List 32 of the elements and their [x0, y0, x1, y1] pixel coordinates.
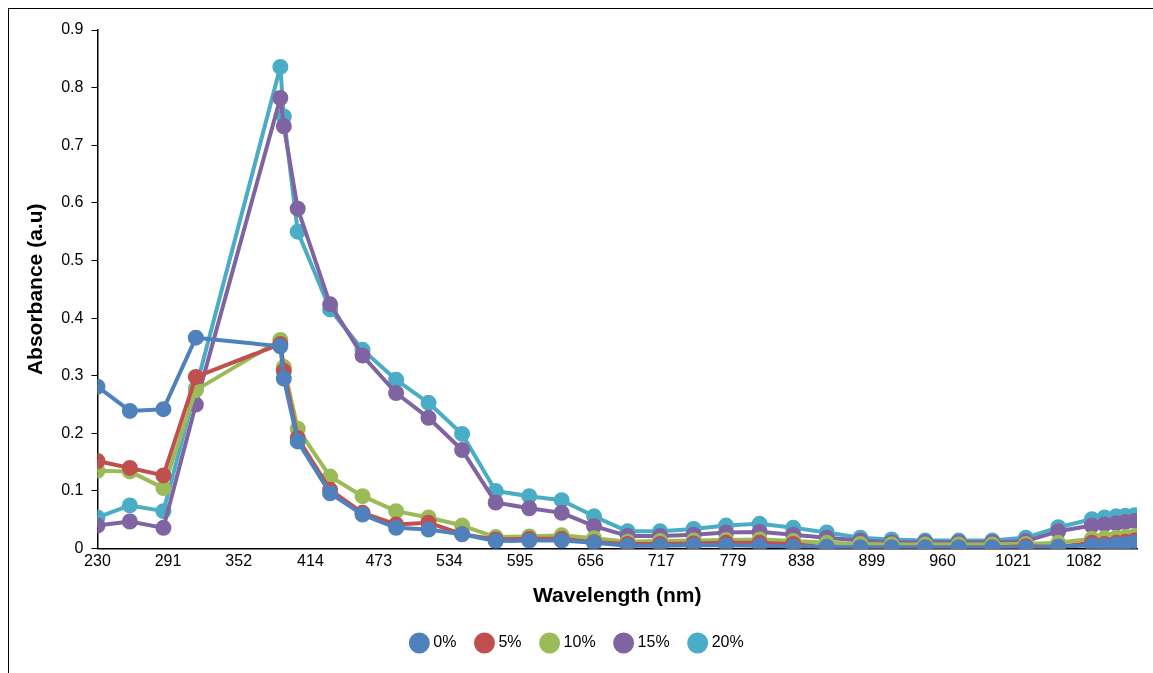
y-tick-label: 0.5 — [61, 250, 84, 268]
x-tick-label: 838 — [787, 551, 815, 569]
y-tick-label: 0.2 — [61, 423, 84, 441]
y-tick-label: 0.9 — [61, 20, 84, 38]
x-tick-label: 960 — [929, 551, 956, 569]
y-axis-title: Absorbance (a.u) — [23, 203, 47, 376]
y-tick-label: 0.3 — [61, 366, 84, 384]
y-tick-label: 0.6 — [61, 193, 84, 211]
y-tick-label: 0 — [74, 539, 84, 557]
x-axis-title: Wavelength (nm) — [533, 583, 702, 607]
legend-label: 0% — [433, 633, 457, 651]
x-tick-label: 1021 — [995, 551, 1032, 569]
x-tick-label: 899 — [858, 551, 886, 569]
x-tick-label: 656 — [577, 551, 605, 569]
x-tick-label: 595 — [506, 551, 534, 569]
x-tick-label: 230 — [84, 551, 111, 569]
x-tick-label: 779 — [719, 551, 747, 569]
legend-label: 20% — [711, 633, 744, 651]
legend-label: 10% — [563, 633, 596, 651]
x-tick-label: 291 — [154, 551, 182, 569]
x-tick-label: 717 — [647, 551, 675, 569]
y-tick-label: 0.4 — [61, 308, 84, 326]
legend-label: 5% — [498, 633, 522, 651]
y-tick-label: 0.1 — [61, 481, 84, 499]
legend-label: 15% — [637, 633, 670, 651]
y-tick-label: 0.7 — [61, 135, 84, 153]
x-tick-label: 352 — [225, 551, 253, 569]
x-tick-label: 414 — [297, 551, 324, 569]
x-tick-label: 1082 — [1065, 551, 1102, 569]
y-tick-label: 0.8 — [61, 78, 84, 96]
x-tick-label: 534 — [436, 551, 463, 569]
x-tick-label: 473 — [365, 551, 393, 569]
